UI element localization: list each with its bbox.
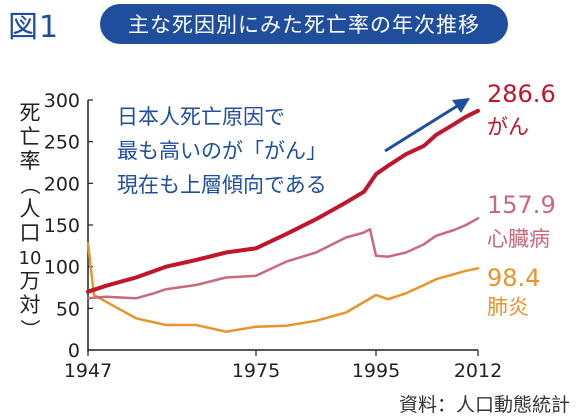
- x-axis-ticks: 1947 1975 1995 2012: [64, 350, 502, 382]
- series-end-value: 286.6: [487, 80, 556, 108]
- series-line-pneumonia: [86, 242, 480, 333]
- y-label-char: ）: [18, 319, 42, 339]
- y-tick-label: 200: [44, 173, 80, 195]
- annotation-line: 現在も上層傾向である: [117, 173, 327, 197]
- y-label-char: 亡: [20, 125, 41, 149]
- figure-label: 図1: [8, 10, 60, 45]
- axes: [87, 100, 478, 352]
- y-tick-label: 150: [44, 215, 80, 237]
- x-tick-label: 2012: [454, 360, 502, 382]
- y-tick-label: 100: [44, 257, 80, 279]
- series-name-label: 肺炎: [487, 295, 529, 319]
- y-label-char: 万: [20, 269, 41, 293]
- x-tick-label: 1947: [64, 360, 112, 382]
- series-line-cancer: [86, 108, 480, 294]
- chart-title: 主な死因別にみた死亡率の年次推移: [100, 4, 508, 44]
- series-lines: [86, 108, 480, 333]
- annotation-line: 日本人死亡原因で: [117, 105, 285, 129]
- y-label-char: （: [18, 175, 42, 195]
- series-line-heart: [86, 217, 480, 300]
- y-label-char: 人: [20, 197, 41, 221]
- annotation-line: 最も高いのが「がん」: [117, 139, 327, 163]
- series-name-label: がん: [487, 115, 529, 139]
- trend-arrow-shaft: [384, 101, 463, 153]
- series-name-label: 心臓病: [487, 227, 550, 251]
- y-label-char: 10: [19, 248, 42, 269]
- y-tick-label: 50: [56, 298, 80, 320]
- y-label-char: 口: [20, 221, 41, 245]
- series-end-value: 157.9: [487, 191, 556, 219]
- y-axis-ticks: 0 50 100 150 200 250 300: [44, 90, 93, 362]
- y-label-char: 対: [20, 293, 41, 317]
- series-labels: 286.6 がん 157.9 心臓病 98.4 肺炎: [487, 80, 556, 319]
- y-tick-label: 300: [44, 90, 80, 112]
- trend-arrow-head: [452, 98, 470, 113]
- source-note: 資料：人口動態統計: [398, 394, 570, 416]
- y-label-char: 死: [20, 101, 41, 125]
- y-label-char: 率: [20, 149, 41, 173]
- x-tick-label: 1995: [352, 360, 400, 382]
- y-tick-label: 0: [68, 340, 80, 362]
- series-end-value: 98.4: [487, 264, 540, 292]
- x-tick-label: 1975: [232, 360, 280, 382]
- y-tick-label: 250: [44, 132, 80, 154]
